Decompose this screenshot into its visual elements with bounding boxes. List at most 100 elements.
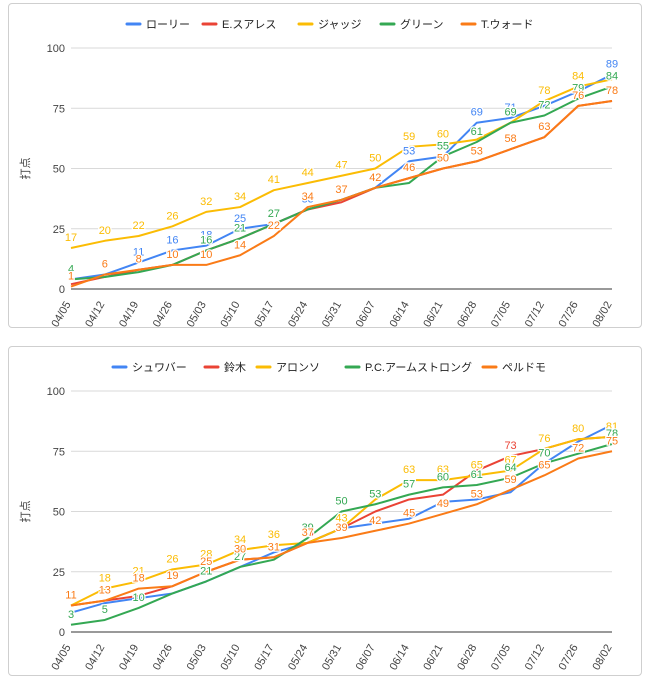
legend-label: ペルドモ <box>502 362 546 374</box>
data-label: 31 <box>268 541 280 553</box>
data-label: 50 <box>335 496 347 508</box>
legend-item: E.スアレス <box>201 19 276 31</box>
y-tick-label: 100 <box>47 43 65 55</box>
legend-label: 鈴木 <box>224 360 246 374</box>
data-label: 17 <box>65 232 77 244</box>
legend-label: ジャッジ <box>318 19 361 31</box>
series-line <box>70 73 613 281</box>
data-label: 10 <box>133 592 145 604</box>
x-tick-label: 08/02 <box>590 643 614 673</box>
x-tick-label: 04/26 <box>151 300 175 330</box>
legend-label: アロンソ <box>276 362 320 374</box>
data-label: 34 <box>302 191 314 203</box>
data-label: 63 <box>403 464 415 476</box>
legend-item: ローリー <box>125 19 190 31</box>
x-tick-label: 06/14 <box>388 300 412 330</box>
data-label: 34 <box>234 534 246 546</box>
x-tick-label: 06/21 <box>421 300 445 330</box>
data-label: 70 <box>538 447 550 459</box>
x-tick-label: 04/12 <box>83 300 107 330</box>
data-label: 21 <box>200 565 212 577</box>
legend-item: アロンソ <box>255 362 320 374</box>
data-label: 25 <box>200 556 212 568</box>
rbi-line-chart-2: 0 25 50 75 100 打点 04/05 04/12 04/19 04/26 05/03 05/… <box>18 360 619 673</box>
legend: シュワバー 鈴木 アロンソ P.C.アームストロング ペルドモ <box>111 360 546 374</box>
data-label: 75 <box>606 435 618 447</box>
x-tick-label: 05/17 <box>252 643 276 673</box>
data-label: 37 <box>335 184 347 196</box>
series-1-4 <box>70 450 613 607</box>
data-label: 26 <box>166 553 178 565</box>
x-tick-label: 06/28 <box>455 300 479 330</box>
y-axis-title: 打点 <box>18 158 32 180</box>
data-label: 69 <box>504 107 516 119</box>
data-label: 25 <box>234 213 246 225</box>
data-label: 6 <box>102 259 108 271</box>
legend-item: P.C.アームストロング <box>344 360 472 374</box>
data-label: 65 <box>471 459 483 471</box>
data-label: 22 <box>268 220 280 232</box>
data-label: 89 <box>606 59 618 71</box>
data-label: 37 <box>302 527 314 539</box>
legend-label: T.ウォード <box>481 18 534 31</box>
x-tick-label: 05/24 <box>286 643 310 673</box>
x-tick-label: 04/26 <box>151 643 175 673</box>
data-label: 28 <box>200 549 212 561</box>
x-tick-label: 06/21 <box>421 643 445 673</box>
data-label: 10 <box>200 249 212 261</box>
y-tick-label: 25 <box>53 567 65 579</box>
data-label: 59 <box>504 474 516 486</box>
data-label: 50 <box>437 153 449 165</box>
x-tick-label: 07/12 <box>523 643 547 673</box>
data-label: 57 <box>403 479 415 491</box>
data-label: 50 <box>369 153 381 165</box>
data-label: 59 <box>403 131 415 143</box>
data-label: 58 <box>504 133 516 145</box>
data-label: 21 <box>234 222 246 234</box>
data-label: 18 <box>133 573 145 585</box>
legend-item: ペルドモ <box>481 362 546 374</box>
y-tick-label: 50 <box>53 507 65 519</box>
data-label: 11 <box>65 589 76 601</box>
legend-label: ローリー <box>146 19 190 31</box>
data-label: 4 <box>68 263 74 275</box>
y-tick-label: 100 <box>47 386 65 398</box>
x-tick-label: 07/05 <box>489 300 513 330</box>
data-label: 72 <box>572 442 584 454</box>
data-label: 16 <box>166 234 178 246</box>
x-tick-label: 07/12 <box>523 300 547 330</box>
data-label: 84 <box>572 71 584 83</box>
legend-item: ジャッジ <box>297 19 361 31</box>
rbi-line-chart-1: 0 25 50 75 100 打点 04/05 04/12 04/19 04/26 05/03 05/… <box>18 17 619 330</box>
x-tick-label: 05/10 <box>219 300 243 330</box>
x-tick-label: 05/31 <box>320 643 344 673</box>
data-label: 46 <box>403 162 415 174</box>
x-tick-label: 06/28 <box>455 643 479 673</box>
data-label: 60 <box>437 471 449 483</box>
legend-label: グリーン <box>400 17 443 31</box>
data-label: 44 <box>302 167 314 179</box>
x-tick-label: 07/26 <box>557 300 581 330</box>
data-label: 78 <box>606 85 618 97</box>
data-label: 60 <box>437 128 449 140</box>
data-label: 61 <box>471 469 483 481</box>
series-line <box>70 443 613 626</box>
x-tick-label: 06/07 <box>354 643 378 673</box>
data-label: 13 <box>99 585 111 597</box>
data-label: 30 <box>234 544 246 556</box>
x-tick-label: 05/31 <box>320 300 344 330</box>
data-label: 53 <box>403 145 415 157</box>
data-label: 55 <box>437 140 449 152</box>
x-tick-label: 05/03 <box>185 300 209 330</box>
data-label: 14 <box>234 239 246 251</box>
x-tick-label: 05/10 <box>219 643 243 673</box>
data-label: 22 <box>133 220 145 232</box>
data-label: 41 <box>268 174 280 186</box>
data-label: 43 <box>335 512 347 524</box>
data-label: 18 <box>200 230 212 242</box>
data-label: 61 <box>471 126 483 138</box>
series-0-0 <box>70 73 613 281</box>
data-label: 72 <box>538 99 550 111</box>
x-tick-label: 05/17 <box>252 300 276 330</box>
data-label: 67 <box>504 455 516 467</box>
